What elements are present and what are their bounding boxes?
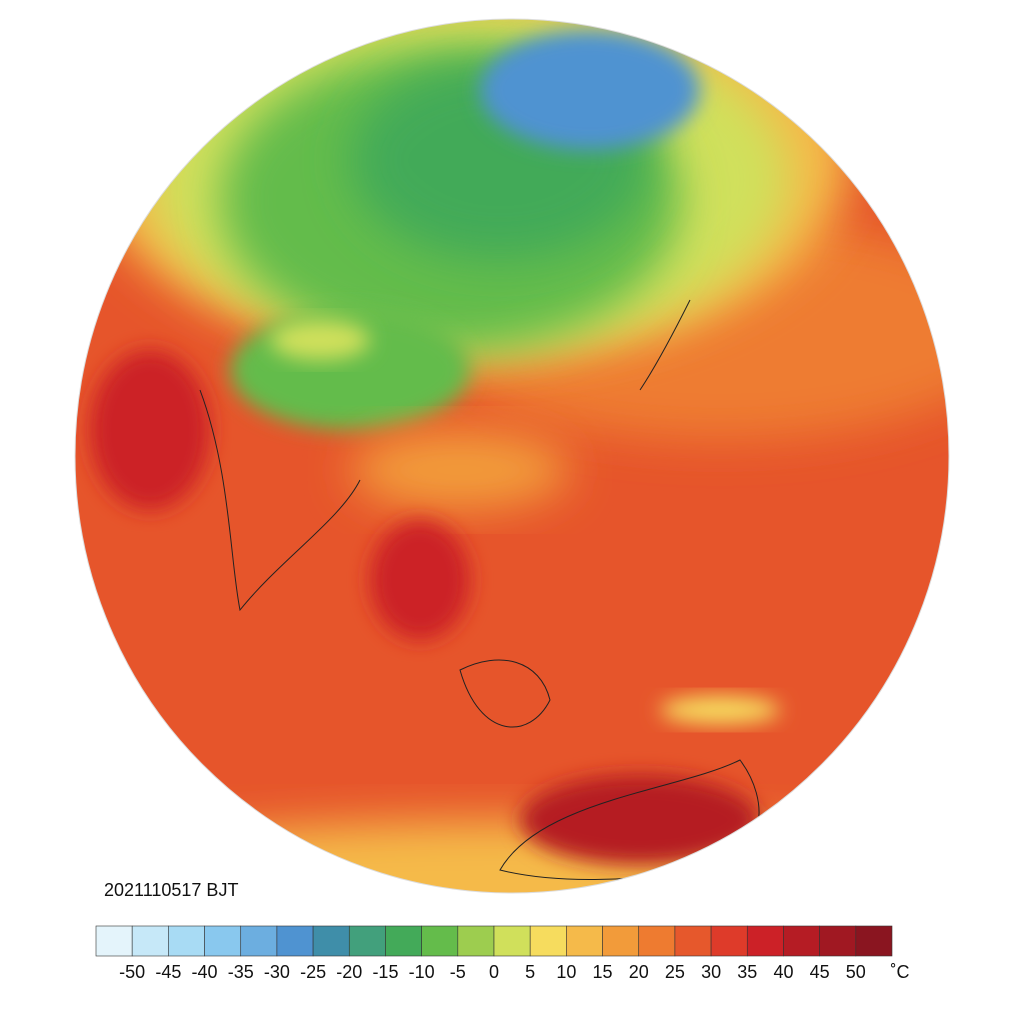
globe-outline (74, 18, 950, 894)
colorbar-tick-label: 5 (525, 962, 535, 982)
colorbar-box (493, 925, 531, 957)
colorbar-unit: ˚C (891, 962, 910, 982)
colorbar-tick-label: -10 (409, 962, 435, 982)
colorbar-box (566, 925, 603, 957)
colorbar-tick-label: -15 (372, 962, 398, 982)
timestamp: 2021110517 BJT (104, 880, 238, 900)
colorbar-box (276, 925, 314, 957)
colorbar-box (131, 925, 169, 957)
colorbar-tick-label: -30 (264, 962, 290, 982)
colorbar-tick-label: 35 (737, 962, 757, 982)
colorbar: -50 -45 -40 -35 -30 -25 -20 -15 -10 -5 0 5 10 15 20 25 3… (95, 925, 910, 982)
colorbar-box (855, 925, 893, 957)
colorbar-tick-label: -25 (300, 962, 326, 982)
colorbar-tick-label: -5 (450, 962, 466, 982)
colorbar-box (95, 925, 133, 957)
globe (75, 19, 949, 893)
colorbar-box (638, 925, 676, 957)
colorbar-tick-label: 25 (665, 962, 685, 982)
colorbar-box (602, 925, 640, 957)
colorbar-tick-label: -35 (228, 962, 254, 982)
colorbar-box (529, 925, 567, 957)
colorbar-box (674, 925, 712, 957)
colorbar-tick-label: -40 (192, 962, 218, 982)
colorbar-tick-label: 30 (701, 962, 721, 982)
colorbar-tick-label: 40 (773, 962, 793, 982)
colorbar-box (385, 925, 422, 957)
colorbar-box (819, 925, 857, 957)
colorbar-tick-label: 20 (629, 962, 649, 982)
colorbar-tick-label: 50 (846, 962, 866, 982)
colorbar-box (421, 925, 459, 957)
colorbar-box (710, 925, 748, 957)
colorbar-box (348, 925, 386, 957)
colorbar-box (312, 925, 350, 957)
colorbar-tick-label: -20 (336, 962, 362, 982)
colorbar-box (204, 925, 242, 957)
colorbar-tick-label: 15 (593, 962, 613, 982)
colorbar-tick-label: -50 (119, 962, 145, 982)
colorbar-box (746, 925, 784, 957)
colorbar-box (240, 925, 278, 957)
colorbar-tick-label: 45 (810, 962, 830, 982)
colorbar-tick-label: 10 (556, 962, 576, 982)
colorbar-tick-label: -45 (155, 962, 181, 982)
colorbar-box (783, 925, 820, 957)
colorbar-box (457, 925, 495, 957)
colorbar-box (168, 925, 205, 957)
colorbar-tick-label: 0 (489, 962, 499, 982)
